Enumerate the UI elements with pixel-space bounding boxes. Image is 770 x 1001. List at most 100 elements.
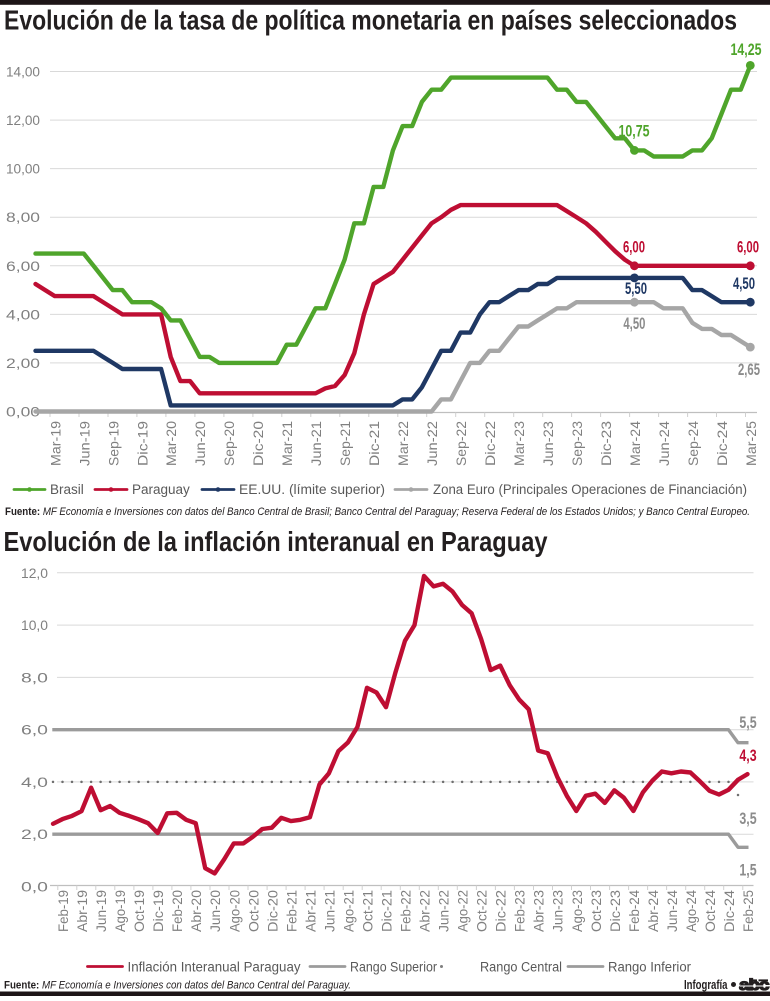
svg-text:Jun-23: Jun-23 — [551, 890, 566, 932]
svg-text:Fuente: MF Economía e Inversio: Fuente: MF Economía e Inversiones con da… — [4, 980, 351, 992]
svg-text:Sep-24: Sep-24 — [686, 421, 701, 466]
svg-text:EE.UU. (límite superior): EE.UU. (límite superior) — [239, 482, 385, 497]
svg-text:4,50: 4,50 — [623, 315, 645, 333]
svg-text:Abr-19: Abr-19 — [75, 890, 90, 932]
svg-text:Ago-24: Ago-24 — [684, 890, 699, 932]
svg-text:Feb-20: Feb-20 — [170, 890, 185, 932]
svg-text:10,0: 10,0 — [21, 618, 48, 633]
svg-text:Dic-20: Dic-20 — [251, 421, 266, 466]
svg-text:Rango Central: Rango Central — [480, 960, 562, 975]
svg-text:Oct-23: Oct-23 — [589, 890, 604, 932]
svg-text:Jun-24: Jun-24 — [665, 890, 680, 932]
svg-text:Dic-23: Dic-23 — [599, 421, 614, 466]
svg-text:Evolución de la inflación inte: Evolución de la inflación interanual en … — [4, 526, 548, 557]
svg-text:Jun-22: Jun-22 — [425, 421, 440, 466]
svg-text:6,0: 6,0 — [21, 723, 48, 738]
svg-text:0,0: 0,0 — [21, 880, 48, 895]
svg-text:Sep-20: Sep-20 — [222, 421, 237, 466]
svg-text:3,5: 3,5 — [739, 810, 756, 828]
svg-text:Dic-24: Dic-24 — [715, 420, 730, 466]
svg-text:Dic-22: Dic-22 — [494, 890, 509, 932]
svg-text:Abr-23: Abr-23 — [532, 890, 547, 932]
svg-text:Mar-25: Mar-25 — [744, 421, 759, 466]
svg-text:6,00: 6,00 — [737, 239, 759, 257]
svg-text:Jun-24: Jun-24 — [657, 420, 672, 466]
svg-text:Jun-21: Jun-21 — [309, 421, 324, 466]
svg-text:Mar-20: Mar-20 — [164, 421, 179, 466]
svg-text:10,75: 10,75 — [619, 123, 650, 141]
svg-text:10,00: 10,00 — [6, 162, 40, 177]
svg-text:Feb-21: Feb-21 — [284, 890, 299, 932]
svg-text:Infografía: Infografía — [684, 977, 728, 992]
svg-text:Paraguay: Paraguay — [132, 482, 190, 497]
svg-text:Dic-22: Dic-22 — [483, 421, 498, 466]
svg-text:12,0: 12,0 — [21, 566, 48, 581]
svg-text:2,65: 2,65 — [738, 361, 760, 379]
svg-text:Oct-21: Oct-21 — [361, 890, 376, 932]
svg-text:Mar-19: Mar-19 — [48, 421, 63, 466]
svg-text:Mar-22: Mar-22 — [396, 421, 411, 466]
svg-text:Dic-23: Dic-23 — [608, 890, 623, 932]
svg-text:Ago-21: Ago-21 — [341, 890, 356, 932]
svg-text:Ago-19: Ago-19 — [113, 890, 128, 932]
svg-text:Mar-24: Mar-24 — [628, 420, 643, 466]
svg-text:Fuente: MF Economía e Inversio: Fuente: MF Economía e Inversiones con da… — [5, 506, 750, 518]
svg-text:Sep-22: Sep-22 — [454, 421, 469, 466]
svg-text:Feb-23: Feb-23 — [513, 890, 528, 932]
svg-text:Dic-19: Dic-19 — [151, 890, 166, 932]
svg-text:5,5: 5,5 — [739, 714, 756, 732]
svg-text:Jun-19: Jun-19 — [94, 890, 109, 932]
svg-text:6,00: 6,00 — [6, 259, 40, 274]
svg-text:Ago-20: Ago-20 — [227, 890, 242, 932]
svg-text:Zona Euro (Principales Operaci: Zona Euro (Principales Operaciones de Fi… — [433, 482, 747, 497]
svg-text:Brasil: Brasil — [50, 482, 84, 497]
svg-text:Feb-25: Feb-25 — [741, 890, 756, 932]
svg-text:Dic-21: Dic-21 — [380, 890, 395, 932]
svg-text:Jun-20: Jun-20 — [193, 421, 208, 466]
svg-text:Ago-23: Ago-23 — [570, 890, 585, 932]
svg-text:14,25: 14,25 — [731, 41, 762, 59]
svg-text:4,3: 4,3 — [739, 747, 756, 765]
svg-text:6,00: 6,00 — [623, 239, 645, 257]
svg-text:Jun-19: Jun-19 — [77, 421, 92, 466]
svg-text:Feb-19: Feb-19 — [56, 890, 71, 932]
svg-text:Abr-24: Abr-24 — [646, 890, 661, 932]
svg-text:Feb-22: Feb-22 — [399, 890, 414, 932]
svg-text:Dic-21: Dic-21 — [367, 421, 382, 466]
svg-text:Oct-19: Oct-19 — [132, 890, 147, 932]
svg-text:Oct-24: Oct-24 — [703, 889, 718, 932]
svg-text:Ago-22: Ago-22 — [456, 890, 471, 932]
svg-text:Mar-23: Mar-23 — [512, 421, 527, 466]
svg-text:Mar-21: Mar-21 — [280, 421, 295, 466]
svg-text:Rango Inferior: Rango Inferior — [608, 960, 691, 975]
svg-text:14,00: 14,00 — [6, 65, 40, 80]
svg-text:5,50: 5,50 — [625, 280, 647, 298]
svg-text:Sep-19: Sep-19 — [106, 421, 121, 466]
svg-text:Inflación Interanual Paraguay: Inflación Interanual Paraguay — [128, 960, 301, 975]
svg-text:Evolución de la tasa de políti: Evolución de la tasa de política monetar… — [4, 5, 737, 36]
svg-text:2,0: 2,0 — [21, 827, 48, 842]
svg-text:1,5: 1,5 — [739, 862, 756, 880]
svg-text:Dic-24: Dic-24 — [722, 889, 737, 932]
svg-text:8,0: 8,0 — [21, 670, 48, 685]
svg-text:Oct-22: Oct-22 — [475, 890, 490, 932]
svg-text:Sep-23: Sep-23 — [570, 421, 585, 466]
svg-text:12,00: 12,00 — [6, 113, 40, 128]
svg-text:Oct-20: Oct-20 — [246, 890, 261, 932]
svg-text:8,00: 8,00 — [6, 210, 40, 225]
svg-text:2,00: 2,00 — [6, 356, 40, 371]
svg-text:Jun-21: Jun-21 — [322, 890, 337, 932]
svg-text:4,0: 4,0 — [21, 775, 48, 790]
svg-text:4,00: 4,00 — [6, 307, 40, 322]
svg-text:4,50: 4,50 — [733, 275, 755, 293]
svg-text:Feb-24: Feb-24 — [627, 890, 642, 932]
svg-text:Abr-22: Abr-22 — [418, 890, 433, 932]
svg-text:Jun-20: Jun-20 — [208, 890, 223, 932]
svg-text:Abr-21: Abr-21 — [303, 890, 318, 932]
svg-text:Abr-20: Abr-20 — [189, 890, 204, 932]
svg-text:Dic-19: Dic-19 — [135, 421, 150, 466]
svg-text:Jun-23: Jun-23 — [541, 421, 556, 466]
svg-text:Dic-20: Dic-20 — [265, 890, 280, 932]
svg-text:Rango Superior: Rango Superior — [350, 960, 437, 975]
svg-text:Jun-22: Jun-22 — [437, 890, 452, 932]
